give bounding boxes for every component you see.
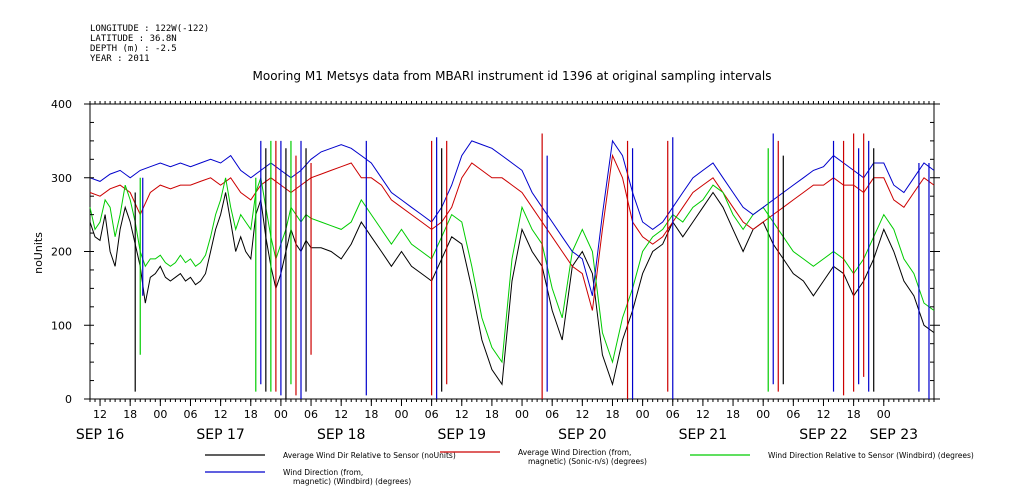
x-date-label: SEP 19 xyxy=(438,427,486,443)
x-tick-label: 12 xyxy=(334,408,348,421)
plot-frame xyxy=(89,103,935,400)
x-tick-label: 12 xyxy=(816,408,830,421)
x-date-label: SEP 23 xyxy=(870,427,918,443)
x-tick-label: 18 xyxy=(244,408,258,421)
legend-label-4: Wind Direction (from, xyxy=(283,468,363,477)
x-tick-label: 12 xyxy=(214,408,228,421)
legend-label-2: Average Wind Direction (from, xyxy=(518,448,631,457)
legend-label-1: Average Wind Dir Relative to Sensor (noU… xyxy=(283,451,456,460)
header-latitude: LATITUDE : 36.8N xyxy=(90,34,177,44)
x-tick-label: 18 xyxy=(364,408,378,421)
x-tick-label: 12 xyxy=(93,408,107,421)
x-tick-label: 06 xyxy=(425,408,439,421)
y-tick-label: 300 xyxy=(51,172,72,185)
x-tick-label: 12 xyxy=(575,408,589,421)
chart-title: Mooring M1 Metsys data from MBARI instru… xyxy=(253,69,772,83)
legend-label-4-line2: magnetic) (Windbird) (degrees) xyxy=(293,477,411,486)
y-tick-label: 200 xyxy=(51,246,72,259)
x-tick-label: 18 xyxy=(123,408,137,421)
y-axis-label: noUnits xyxy=(32,232,45,274)
x-tick-label: 18 xyxy=(726,408,740,421)
x-tick-label: 00 xyxy=(877,408,891,421)
x-tick-label: 18 xyxy=(847,408,861,421)
x-date-label: SEP 17 xyxy=(196,427,244,443)
x-tick-label: 18 xyxy=(605,408,619,421)
x-tick-label: 18 xyxy=(485,408,499,421)
x-tick-label: 00 xyxy=(636,408,650,421)
y-tick-label: 0 xyxy=(65,393,72,406)
x-tick-label: 00 xyxy=(515,408,529,421)
x-tick-label: 06 xyxy=(183,408,197,421)
x-tick-label: 06 xyxy=(786,408,800,421)
series-layer xyxy=(89,139,935,387)
x-tick-label: 00 xyxy=(153,408,167,421)
series-line-4 xyxy=(89,139,935,296)
spike-layer xyxy=(134,133,930,399)
x-tick-label: 00 xyxy=(394,408,408,421)
x-tick-label: 06 xyxy=(666,408,680,421)
series-line-3 xyxy=(89,177,935,364)
legend-label-3: Wind Direction Relative to Sensor (Windb… xyxy=(768,451,974,460)
header-depth: DEPTH (m) : -2.5 xyxy=(90,44,177,54)
x-tick-label: 00 xyxy=(274,408,288,421)
x-tick-label: 12 xyxy=(455,408,469,421)
x-tick-label: 12 xyxy=(696,408,710,421)
x-date-label: SEP 18 xyxy=(317,427,365,443)
header-longitude: LONGITUDE : 122W(-122) xyxy=(90,24,209,34)
axis-layer: 0 100 200 300 400 12 18 00 06 12 18 00 06 12 18 00 06 12 1… xyxy=(51,98,940,443)
x-date-label: SEP 20 xyxy=(558,427,606,443)
legend: Average Wind Dir Relative to Sensor (noU… xyxy=(205,448,974,486)
x-tick-label: 06 xyxy=(545,408,559,421)
series-line-1 xyxy=(89,191,935,387)
x-date-label: SEP 16 xyxy=(76,427,125,443)
header-year: YEAR : 2011 xyxy=(90,54,150,64)
x-date-label: SEP 21 xyxy=(679,427,727,443)
x-tick-label: 00 xyxy=(756,408,770,421)
x-tick-label: 06 xyxy=(304,408,318,421)
legend-label-2-line2: magnetic) (Sonic-n/s) (degrees) xyxy=(528,457,647,466)
series-line-2 xyxy=(89,153,935,311)
y-tick-label: 100 xyxy=(51,319,72,332)
y-tick-label: 400 xyxy=(51,98,72,111)
x-date-label: SEP 22 xyxy=(799,427,847,443)
